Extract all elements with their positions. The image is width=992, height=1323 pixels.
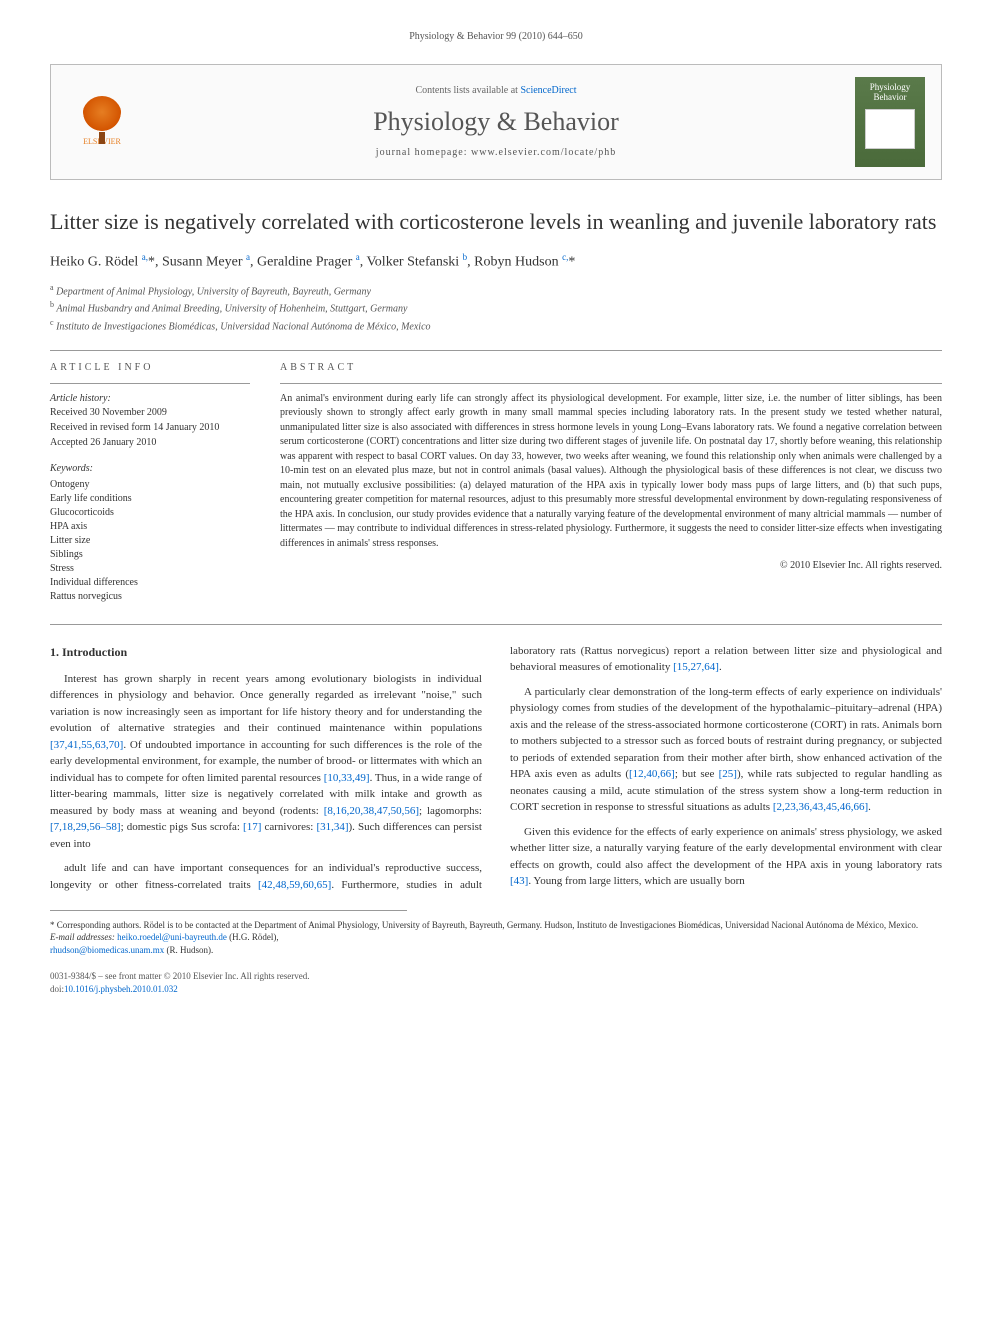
footnote-separator bbox=[50, 910, 407, 911]
contents-line: Contents lists available at ScienceDirec… bbox=[137, 84, 855, 98]
citation-link[interactable]: [42,48,59,60,65] bbox=[258, 879, 331, 891]
history-label: Article history: bbox=[50, 392, 250, 406]
affiliation-line: a Department of Animal Physiology, Unive… bbox=[50, 282, 942, 299]
citation-link[interactable]: [7,18,29,56–58] bbox=[50, 821, 121, 833]
doi-link[interactable]: 10.1016/j.physbeh.2010.01.032 bbox=[64, 984, 178, 994]
citation-link[interactable]: [43] bbox=[510, 875, 528, 887]
keyword: Rattus norvegicus bbox=[50, 590, 250, 604]
abstract-copyright: © 2010 Elsevier Inc. All rights reserved… bbox=[280, 559, 942, 573]
body-paragraph: A particularly clear demonstration of th… bbox=[510, 684, 942, 816]
journal-masthead: ELSEVIER Contents lists available at Sci… bbox=[50, 64, 942, 180]
keyword: Glucocorticoids bbox=[50, 506, 250, 520]
abstract-text: An animal's environment during early lif… bbox=[280, 392, 942, 552]
email-name: (R. Hudson). bbox=[164, 945, 213, 955]
body-columns: 1. Introduction Interest has grown sharp… bbox=[50, 643, 942, 896]
citation-link[interactable]: [12,40,66] bbox=[629, 768, 675, 780]
sciencedirect-link[interactable]: ScienceDirect bbox=[520, 85, 576, 96]
keywords-label: Keywords: bbox=[50, 462, 250, 476]
keyword: Ontogeny bbox=[50, 478, 250, 492]
homepage-url: www.elsevier.com/locate/phb bbox=[471, 147, 616, 158]
citation-link[interactable]: [15,27,64] bbox=[673, 661, 719, 673]
cover-image-icon bbox=[865, 109, 915, 149]
divider bbox=[50, 624, 942, 625]
email-label: E-mail addresses: bbox=[50, 932, 117, 942]
abstract-header: ABSTRACT bbox=[280, 361, 942, 375]
citation-link[interactable]: [17] bbox=[243, 821, 261, 833]
keyword: Early life conditions bbox=[50, 492, 250, 506]
footnotes: * Corresponding authors. Rödel is to be … bbox=[50, 919, 942, 957]
elsevier-tree-icon bbox=[82, 96, 122, 136]
body-paragraph: Interest has grown sharply in recent yea… bbox=[50, 671, 482, 853]
homepage-prefix: journal homepage: bbox=[376, 147, 471, 158]
history-item: Received 30 November 2009 bbox=[50, 406, 250, 420]
page-footer: 0031-9384/$ – see front matter © 2010 El… bbox=[50, 970, 942, 995]
journal-name: Physiology & Behavior bbox=[137, 104, 855, 140]
keyword: Individual differences bbox=[50, 576, 250, 590]
history-item: Accepted 26 January 2010 bbox=[50, 436, 250, 450]
affiliation-line: c Instituto de Investigaciones Biomédica… bbox=[50, 317, 942, 334]
footer-left: 0031-9384/$ – see front matter © 2010 El… bbox=[50, 970, 310, 995]
keyword: Stress bbox=[50, 562, 250, 576]
citation-link[interactable]: [31,34] bbox=[316, 821, 348, 833]
article-info-header: ARTICLE INFO bbox=[50, 361, 250, 375]
history-item: Received in revised form 14 January 2010 bbox=[50, 421, 250, 435]
email-name: (H.G. Rödel), bbox=[227, 932, 279, 942]
email-footnote: E-mail addresses: heiko.roedel@uni-bayre… bbox=[50, 931, 942, 956]
divider bbox=[50, 350, 942, 351]
publisher-logo: ELSEVIER bbox=[67, 87, 137, 157]
affiliation-line: b Animal Husbandry and Animal Breeding, … bbox=[50, 299, 942, 316]
citation-link[interactable]: [8,16,20,38,47,50,56] bbox=[324, 805, 419, 817]
running-header: Physiology & Behavior 99 (2010) 644–650 bbox=[50, 30, 942, 44]
article-info-sidebar: ARTICLE INFO Article history: Received 3… bbox=[50, 361, 250, 604]
author-list: Heiko G. Rödel a,*, Susann Meyer a, Gera… bbox=[50, 251, 942, 272]
contents-prefix: Contents lists available at bbox=[415, 85, 520, 96]
corresponding-author-footnote: * Corresponding authors. Rödel is to be … bbox=[50, 919, 942, 932]
keyword: HPA axis bbox=[50, 520, 250, 534]
citation-link[interactable]: [37,41,55,63,70] bbox=[50, 739, 123, 751]
doi-prefix: doi: bbox=[50, 984, 64, 994]
affiliations: a Department of Animal Physiology, Unive… bbox=[50, 282, 942, 334]
abstract-block: ABSTRACT An animal's environment during … bbox=[280, 361, 942, 604]
citation-link[interactable]: [10,33,49] bbox=[324, 772, 370, 784]
masthead-center: Contents lists available at ScienceDirec… bbox=[137, 84, 855, 160]
cover-title: Physiology Behavior bbox=[855, 83, 925, 103]
citation-link[interactable]: [2,23,36,43,45,46,66] bbox=[773, 801, 868, 813]
citation-link[interactable]: [25] bbox=[719, 768, 737, 780]
body-paragraph: Given this evidence for the effects of e… bbox=[510, 824, 942, 890]
email-link[interactable]: heiko.roedel@uni-bayreuth.de bbox=[117, 932, 227, 942]
keyword: Litter size bbox=[50, 534, 250, 548]
keyword: Siblings bbox=[50, 548, 250, 562]
email-link[interactable]: rhudson@biomedicas.unam.mx bbox=[50, 945, 164, 955]
issn-copyright: 0031-9384/$ – see front matter © 2010 El… bbox=[50, 970, 310, 983]
journal-cover-thumb: Physiology Behavior bbox=[855, 77, 925, 167]
homepage-line: journal homepage: www.elsevier.com/locat… bbox=[137, 146, 855, 160]
section-heading: 1. Introduction bbox=[50, 643, 482, 661]
article-title: Litter size is negatively correlated wit… bbox=[50, 208, 942, 237]
